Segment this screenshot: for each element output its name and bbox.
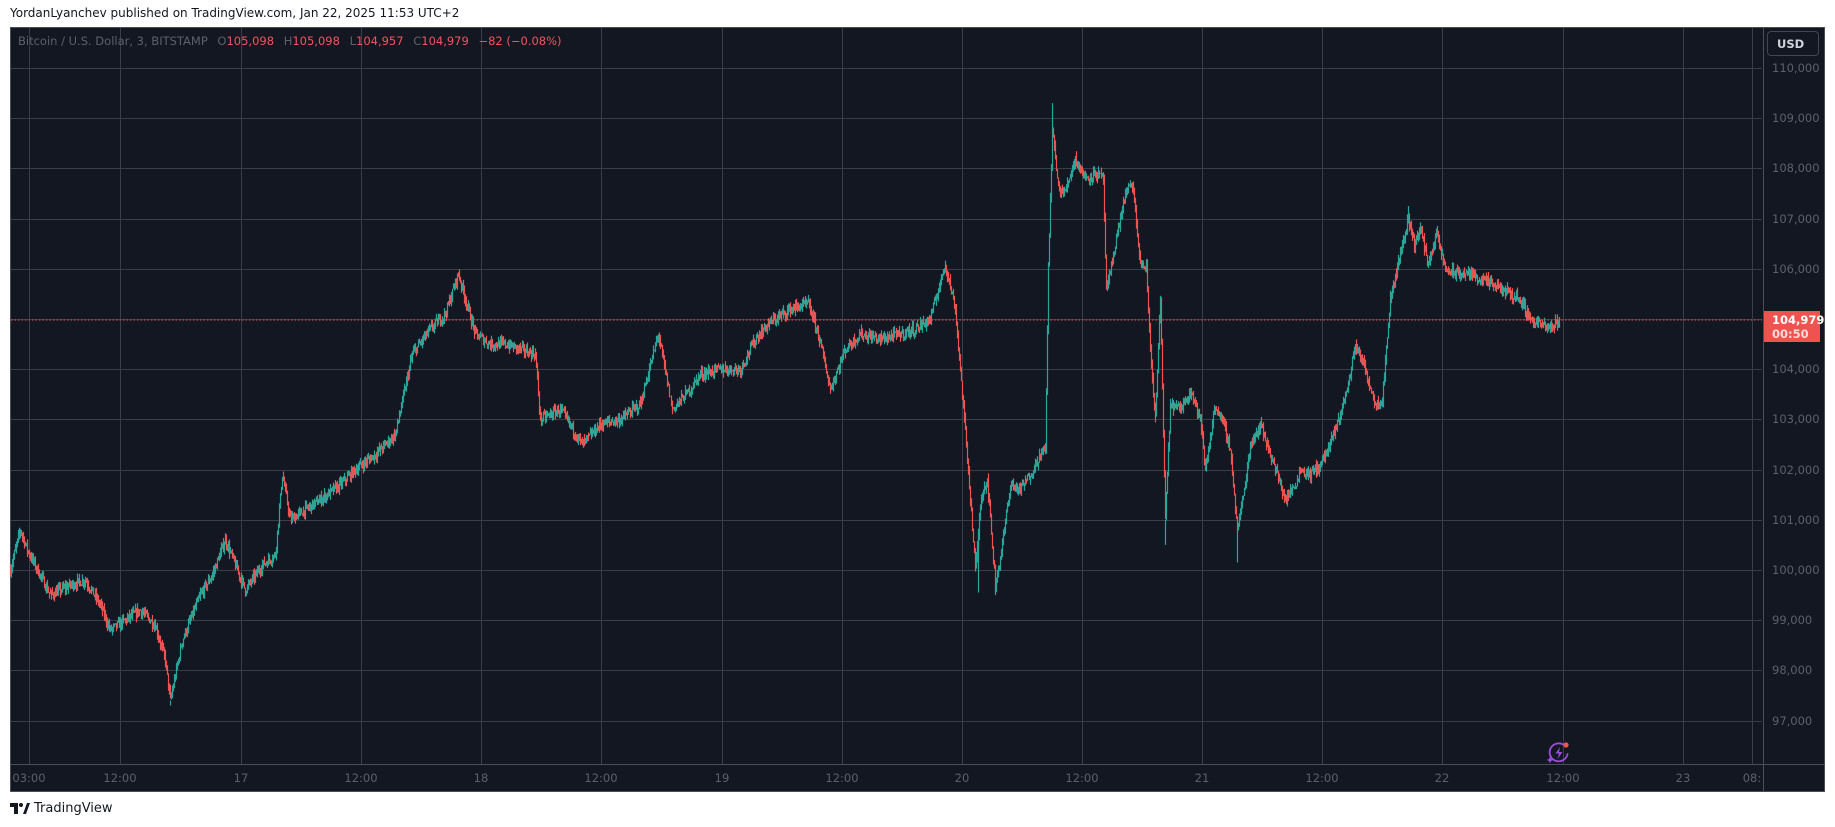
price-tick-label: 98,000 — [1772, 663, 1813, 678]
time-tick-label: 08: — [1742, 771, 1762, 785]
bar-countdown: 00:50 — [1772, 327, 1809, 341]
open-value: 105,098 — [226, 34, 275, 48]
last-price-badge: 104,979 00:50 — [1764, 311, 1825, 342]
price-tick-label: 109,000 — [1772, 111, 1820, 126]
time-tick-label: 12:00 — [1305, 771, 1339, 785]
publish-info: YordanLyanchev published on TradingView.… — [10, 6, 460, 20]
time-tick-label: 20 — [954, 771, 970, 785]
high-label: H — [283, 34, 293, 48]
chart-pane[interactable] — [10, 27, 1825, 792]
low-value: 104,957 — [356, 34, 404, 48]
time-tick-label: 18 — [473, 771, 489, 785]
price-tick-label: 103,000 — [1772, 412, 1820, 427]
symbol-legend: Bitcoin / U.S. Dollar, 3, BITSTAMP O105,… — [18, 34, 562, 48]
close-value: 104,979 — [421, 34, 469, 48]
price-tick-label: 107,000 — [1772, 211, 1820, 226]
time-tick-label: 22 — [1434, 771, 1450, 785]
price-tick-label: 110,000 — [1772, 61, 1820, 75]
time-tick-label: 12:00 — [584, 771, 618, 785]
price-tick-label: 101,000 — [1772, 512, 1820, 527]
open-label: O — [217, 34, 227, 48]
price-tick-label: 97,000 — [1772, 713, 1813, 728]
currency-button[interactable]: USD — [1767, 31, 1819, 56]
time-tick-label: 21 — [1194, 771, 1210, 785]
last-price-value: 104,979 — [1772, 313, 1825, 327]
close-label: C — [413, 34, 422, 48]
high-value: 105,098 — [292, 34, 340, 48]
price-tick-label: 106,000 — [1772, 261, 1820, 276]
tradingview-logo-icon — [10, 803, 30, 814]
time-tick-label: 12:00 — [344, 771, 378, 785]
tradingview-logo[interactable]: TradingView — [10, 801, 113, 816]
time-tick-label: 12:00 — [825, 771, 859, 785]
time-tick-label: 17 — [233, 771, 249, 785]
price-tick-label: 104,000 — [1772, 362, 1820, 377]
tradingview-brand: TradingView — [34, 801, 113, 816]
time-tick-label: 19 — [714, 771, 730, 785]
price-tick-label: 102,000 — [1772, 462, 1820, 477]
lightning-alert-icon[interactable] — [1545, 739, 1573, 767]
low-label: L — [349, 34, 356, 48]
change-value: −82 (−0.08%) — [478, 34, 562, 48]
price-tick-label: 108,000 — [1772, 161, 1820, 176]
symbol-title[interactable]: Bitcoin / U.S. Dollar, 3, BITSTAMP — [18, 34, 208, 48]
time-tick-label: 12:00 — [1065, 771, 1099, 785]
price-tick-label: 99,000 — [1772, 613, 1813, 628]
candles — [9, 103, 1561, 706]
time-tick-label: 23 — [1675, 771, 1691, 785]
time-tick-label: 12:00 — [103, 771, 137, 785]
time-tick-label: 03:00 — [12, 771, 46, 785]
time-tick-label: 12:00 — [1546, 771, 1580, 785]
price-tick-label: 100,000 — [1772, 563, 1820, 577]
